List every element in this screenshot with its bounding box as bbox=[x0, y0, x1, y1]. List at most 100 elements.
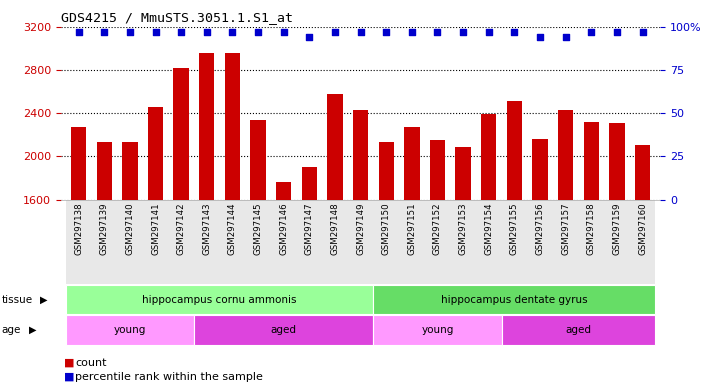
Point bbox=[355, 29, 366, 35]
Bar bbox=[404, 127, 420, 200]
Text: GSM297145: GSM297145 bbox=[253, 202, 263, 255]
Text: percentile rank within the sample: percentile rank within the sample bbox=[75, 372, 263, 382]
Bar bbox=[533, 139, 548, 200]
Bar bbox=[481, 114, 496, 200]
Point bbox=[303, 34, 315, 40]
Point bbox=[329, 29, 341, 35]
Bar bbox=[456, 147, 471, 200]
FancyBboxPatch shape bbox=[66, 316, 194, 345]
FancyBboxPatch shape bbox=[399, 200, 425, 284]
FancyBboxPatch shape bbox=[476, 200, 501, 284]
FancyBboxPatch shape bbox=[194, 316, 373, 345]
FancyBboxPatch shape bbox=[348, 200, 373, 284]
Text: aged: aged bbox=[271, 325, 297, 335]
Point bbox=[73, 29, 84, 35]
FancyBboxPatch shape bbox=[245, 200, 271, 284]
FancyBboxPatch shape bbox=[169, 200, 194, 284]
Point bbox=[227, 29, 238, 35]
Bar bbox=[251, 120, 266, 200]
FancyBboxPatch shape bbox=[527, 200, 553, 284]
Point bbox=[124, 29, 136, 35]
FancyBboxPatch shape bbox=[91, 200, 117, 284]
Text: young: young bbox=[421, 325, 453, 335]
Point bbox=[252, 29, 263, 35]
Text: GSM297153: GSM297153 bbox=[458, 202, 468, 255]
Text: hippocampus cornu ammonis: hippocampus cornu ammonis bbox=[142, 295, 297, 305]
FancyBboxPatch shape bbox=[143, 200, 169, 284]
Text: GSM297148: GSM297148 bbox=[331, 202, 339, 255]
Text: GSM297154: GSM297154 bbox=[484, 202, 493, 255]
FancyBboxPatch shape bbox=[194, 200, 220, 284]
Point bbox=[150, 29, 161, 35]
Text: GSM297152: GSM297152 bbox=[433, 202, 442, 255]
Bar bbox=[353, 110, 368, 200]
Text: GSM297144: GSM297144 bbox=[228, 202, 237, 255]
Text: GSM297155: GSM297155 bbox=[510, 202, 519, 255]
Text: GSM297147: GSM297147 bbox=[305, 202, 314, 255]
Point bbox=[201, 29, 213, 35]
FancyBboxPatch shape bbox=[373, 285, 655, 314]
Point bbox=[458, 29, 469, 35]
FancyBboxPatch shape bbox=[425, 200, 451, 284]
Point bbox=[381, 29, 392, 35]
Point bbox=[508, 29, 520, 35]
Text: GSM297150: GSM297150 bbox=[382, 202, 391, 255]
FancyBboxPatch shape bbox=[271, 200, 296, 284]
FancyBboxPatch shape bbox=[220, 200, 245, 284]
FancyBboxPatch shape bbox=[553, 200, 578, 284]
Bar bbox=[174, 68, 188, 200]
FancyBboxPatch shape bbox=[501, 200, 527, 284]
Text: aged: aged bbox=[565, 325, 591, 335]
Text: GSM297142: GSM297142 bbox=[176, 202, 186, 255]
Bar bbox=[507, 101, 522, 200]
Text: young: young bbox=[114, 325, 146, 335]
Bar bbox=[148, 107, 164, 200]
FancyBboxPatch shape bbox=[373, 316, 501, 345]
Text: GSM297146: GSM297146 bbox=[279, 202, 288, 255]
Point bbox=[99, 29, 110, 35]
Bar bbox=[199, 53, 214, 200]
Text: age: age bbox=[1, 325, 21, 335]
Text: ▶: ▶ bbox=[40, 295, 48, 305]
FancyBboxPatch shape bbox=[296, 200, 322, 284]
Text: ▶: ▶ bbox=[29, 325, 36, 335]
FancyBboxPatch shape bbox=[501, 316, 655, 345]
Text: GSM297160: GSM297160 bbox=[638, 202, 647, 255]
Point bbox=[611, 29, 623, 35]
Text: GSM297157: GSM297157 bbox=[561, 202, 570, 255]
FancyBboxPatch shape bbox=[604, 200, 630, 284]
Bar bbox=[71, 127, 86, 200]
Bar bbox=[301, 167, 317, 200]
Text: GSM297149: GSM297149 bbox=[356, 202, 365, 255]
Point bbox=[483, 29, 494, 35]
Text: GSM297141: GSM297141 bbox=[151, 202, 160, 255]
Bar bbox=[609, 123, 625, 200]
Bar bbox=[635, 145, 650, 200]
FancyBboxPatch shape bbox=[630, 200, 655, 284]
Text: GSM297156: GSM297156 bbox=[536, 202, 545, 255]
Text: GSM297139: GSM297139 bbox=[100, 202, 109, 255]
FancyBboxPatch shape bbox=[322, 200, 348, 284]
Point bbox=[432, 29, 443, 35]
Bar bbox=[276, 182, 291, 200]
Bar bbox=[122, 142, 138, 200]
FancyBboxPatch shape bbox=[373, 200, 399, 284]
Bar bbox=[96, 142, 112, 200]
Text: GSM297158: GSM297158 bbox=[587, 202, 595, 255]
Point bbox=[534, 34, 545, 40]
Text: hippocampus dentate gyrus: hippocampus dentate gyrus bbox=[441, 295, 588, 305]
Bar bbox=[430, 140, 445, 200]
Text: count: count bbox=[75, 358, 106, 368]
Text: GSM297151: GSM297151 bbox=[407, 202, 416, 255]
Text: GSM297143: GSM297143 bbox=[202, 202, 211, 255]
Bar bbox=[327, 94, 343, 200]
FancyBboxPatch shape bbox=[66, 285, 373, 314]
FancyBboxPatch shape bbox=[117, 200, 143, 284]
Text: ■: ■ bbox=[64, 358, 75, 368]
Point bbox=[637, 29, 648, 35]
Bar bbox=[378, 142, 394, 200]
Point bbox=[406, 29, 418, 35]
Point bbox=[560, 34, 571, 40]
Bar bbox=[583, 122, 599, 200]
Text: GSM297138: GSM297138 bbox=[74, 202, 83, 255]
